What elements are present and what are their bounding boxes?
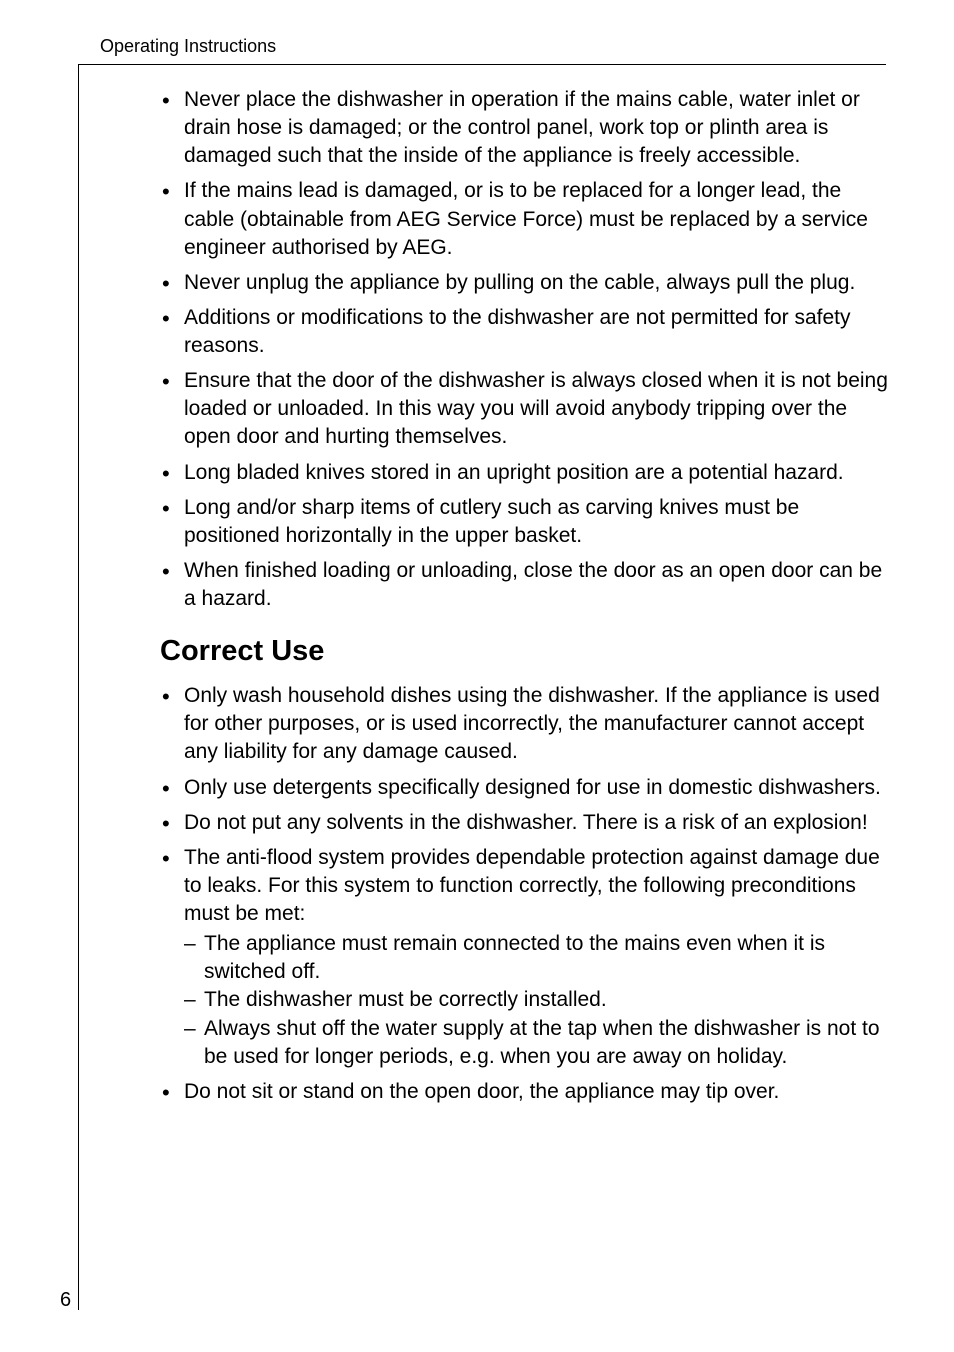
margin-rule [78, 64, 79, 1310]
content-area: Never place the dishwasher in operation … [160, 86, 890, 1113]
page: Operating Instructions Never place the d… [0, 0, 954, 1352]
sublist-item: Always shut off the water supply at the … [184, 1015, 890, 1071]
running-header: Operating Instructions [100, 36, 276, 57]
list-item: Never unplug the appliance by pulling on… [160, 269, 890, 297]
list-item: Only use detergents specifically designe… [160, 774, 890, 802]
list-item-text: The anti-flood system provides dependabl… [184, 846, 880, 925]
sublist-item: The appliance must remain connected to t… [184, 930, 890, 986]
list-item: Ensure that the door of the dishwasher i… [160, 367, 890, 451]
header-rule [78, 64, 886, 65]
list-item: Long and/or sharp items of cutlery such … [160, 494, 890, 550]
list-item: Do not sit or stand on the open door, th… [160, 1078, 890, 1106]
sublist-item: The dishwasher must be correctly install… [184, 986, 890, 1014]
page-number: 6 [60, 1289, 71, 1312]
list-item: Only wash household dishes using the dis… [160, 682, 890, 766]
correct-use-list: Only wash household dishes using the dis… [160, 682, 890, 1106]
list-item: Additions or modifications to the dishwa… [160, 304, 890, 360]
list-item: Never place the dishwasher in operation … [160, 86, 890, 170]
list-item: If the mains lead is damaged, or is to b… [160, 177, 890, 261]
section-heading-correct-use: Correct Use [160, 635, 890, 668]
list-item: The anti-flood system provides dependabl… [160, 844, 890, 1071]
preconditions-sublist: The appliance must remain connected to t… [184, 930, 890, 1071]
list-item: Do not put any solvents in the dishwashe… [160, 809, 890, 837]
safety-list: Never place the dishwasher in operation … [160, 86, 890, 613]
list-item: When finished loading or unloading, clos… [160, 557, 890, 613]
list-item: Long bladed knives stored in an upright … [160, 459, 890, 487]
